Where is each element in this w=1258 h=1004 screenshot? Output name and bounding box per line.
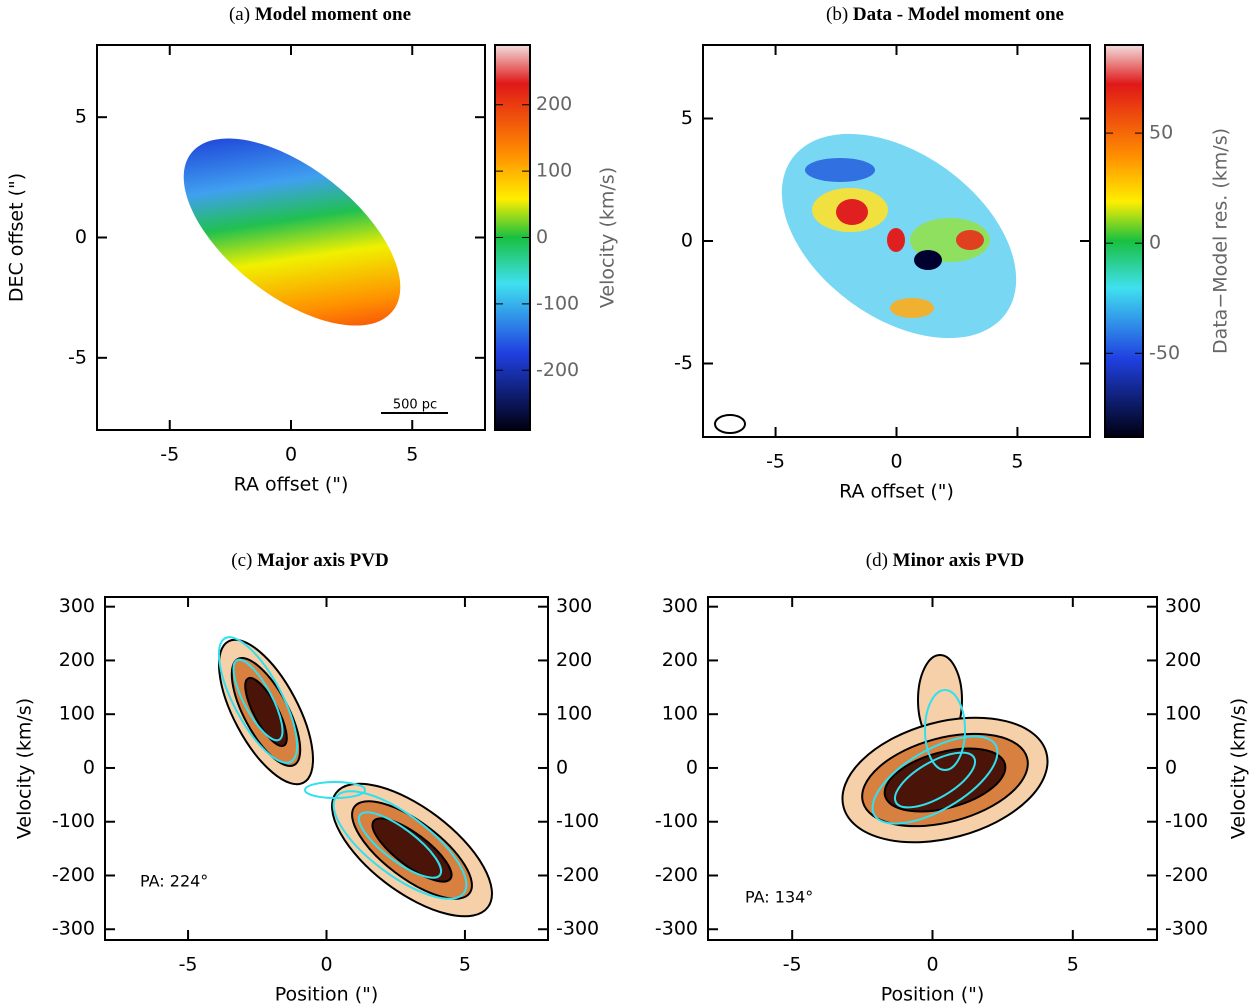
x-axis-label: RA offset (")	[234, 474, 349, 496]
colorbar-tick-label: 50	[1149, 122, 1173, 144]
y-tick-label: -300	[52, 918, 95, 940]
y-tick-label: 100	[59, 703, 95, 725]
y-tick-label: 0	[686, 756, 698, 778]
x-tick-label: 5	[459, 954, 471, 976]
y-axis-label: DEC offset (")	[6, 173, 28, 302]
x-tick-label: 5	[1011, 451, 1023, 473]
y-tick-label: -200	[655, 864, 698, 886]
y-tick-label: 5	[75, 106, 87, 128]
colorbar-label: Velocity (km/s)	[597, 167, 619, 308]
y-tick-label: 0	[83, 756, 95, 778]
panel-label: (d)	[866, 550, 888, 571]
y-tick-label: 0	[556, 756, 568, 778]
y-tick-label: 200	[662, 649, 698, 671]
y-tick-label: 5	[681, 107, 693, 129]
panel-label: (b)	[826, 4, 848, 25]
x-tick-label: 0	[285, 444, 297, 466]
x-tick-label: -5	[766, 451, 785, 473]
x-tick-label: 0	[320, 954, 332, 976]
panel-label: (a)	[229, 4, 250, 25]
y-tick-label: -100	[52, 810, 95, 832]
x-tick-label: 0	[926, 954, 938, 976]
panel-label: (c)	[231, 550, 252, 571]
y-tick-label: 200	[556, 649, 592, 671]
y-tick-label: -100	[655, 810, 698, 832]
x-axis-label: Position (")	[275, 984, 379, 1004]
y-axis-label: Velocity (km/s)	[14, 698, 36, 839]
y-tick-label: -100	[1165, 810, 1208, 832]
colorbar-tick-label: 200	[536, 93, 572, 115]
y-tick-label: 100	[662, 703, 698, 725]
y-tick-label: -100	[556, 810, 599, 832]
y-tick-label: 0	[75, 226, 87, 248]
y-tick-label: -200	[1165, 864, 1208, 886]
x-tick-label: -5	[160, 444, 179, 466]
x-axis-label: RA offset (")	[839, 481, 954, 503]
y-tick-label: -200	[556, 864, 599, 886]
panel-title: (c) Major axis PVD	[231, 550, 388, 571]
y-axis-label: Velocity (km/s)	[1228, 698, 1250, 839]
map-a	[183, 138, 448, 414]
y-tick-label: 0	[1165, 756, 1177, 778]
x-tick-label: -5	[179, 954, 198, 976]
y-tick-label: -5	[674, 352, 693, 374]
x-tick-label: -5	[783, 954, 802, 976]
pvd-d	[841, 654, 1049, 844]
y-tick-label: 300	[1165, 595, 1201, 617]
annotation: PA: 224°	[140, 872, 208, 891]
x-tick-label: 0	[890, 451, 902, 473]
y-tick-label: 300	[662, 595, 698, 617]
map-b	[714, 133, 1017, 434]
y-tick-label: 0	[681, 230, 693, 252]
pvd-c	[217, 636, 493, 918]
y-tick-label: -300	[655, 918, 698, 940]
title-text: Major axis PVD	[257, 550, 389, 571]
colorbar-label: Data−Model res. (km/s)	[1210, 128, 1232, 354]
colorbar	[1104, 44, 1144, 438]
y-tick-label: -200	[52, 864, 95, 886]
annotation: PA: 134°	[745, 888, 813, 907]
colorbar-tick-label: 0	[536, 226, 548, 248]
colorbar-tick-label: -50	[1149, 342, 1180, 364]
panel-title: (a) Model moment one	[229, 4, 411, 25]
y-tick-label: -300	[1165, 918, 1208, 940]
colorbar-tick-label: 0	[1149, 232, 1161, 254]
colorbar-tick-label: -100	[536, 292, 579, 314]
y-tick-label: 100	[556, 703, 592, 725]
x-tick-label: 5	[406, 444, 418, 466]
colorbar-tick-label: -200	[536, 359, 579, 381]
y-tick-label: 300	[59, 595, 95, 617]
y-tick-label: -5	[68, 346, 87, 368]
title-text: Data - Model moment one	[853, 4, 1064, 25]
colorbar-tick-label: 100	[536, 160, 572, 182]
x-axis-label: Position (")	[881, 984, 985, 1004]
x-tick-label: 5	[1067, 954, 1079, 976]
y-tick-label: 200	[1165, 649, 1201, 671]
title-text: Minor axis PVD	[893, 550, 1025, 571]
y-tick-label: 300	[556, 595, 592, 617]
y-tick-label: -300	[556, 918, 599, 940]
panel-title: (b) Data - Model moment one	[826, 4, 1064, 25]
title-text: Model moment one	[255, 4, 411, 25]
panel-title: (d) Minor axis PVD	[866, 550, 1025, 571]
y-tick-label: 200	[59, 649, 95, 671]
y-tick-label: 100	[1165, 703, 1201, 725]
scalebar-label: 500 pc	[393, 398, 437, 413]
